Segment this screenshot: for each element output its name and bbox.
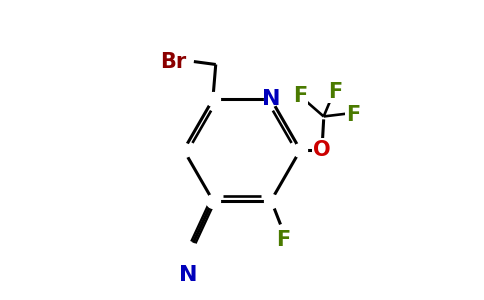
Text: N: N (262, 89, 280, 110)
Text: N: N (179, 265, 197, 285)
Text: F: F (346, 105, 360, 125)
Text: O: O (314, 140, 331, 160)
Text: Br: Br (160, 52, 187, 72)
Text: F: F (276, 230, 290, 250)
Text: F: F (293, 86, 307, 106)
Text: F: F (328, 82, 343, 102)
